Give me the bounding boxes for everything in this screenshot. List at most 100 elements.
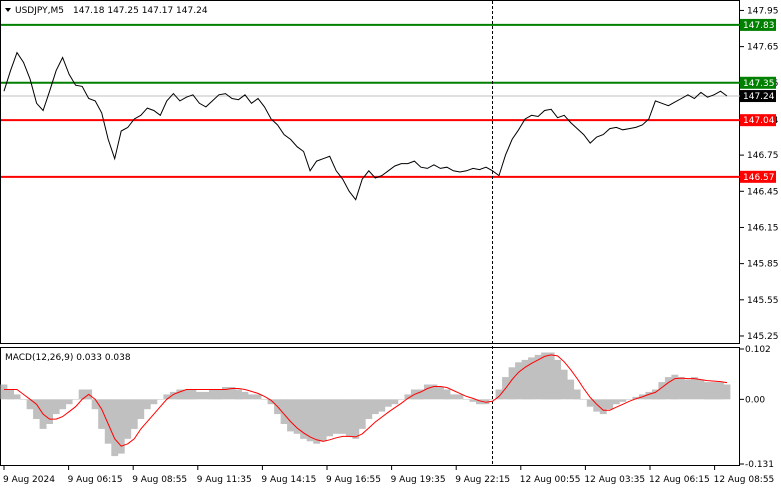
macd-histogram-bar <box>319 399 327 442</box>
macd-histogram-bar <box>65 399 73 405</box>
level-label-box <box>740 114 776 127</box>
macd-histogram-bar <box>580 399 588 400</box>
macd-axis-label: 0.00 <box>745 395 765 405</box>
price-axis-label: 146.45 <box>747 187 779 197</box>
macd-histogram-bar <box>704 382 711 400</box>
level-label: 147.35 <box>743 79 775 89</box>
macd-histogram-bar <box>586 399 594 407</box>
macd-histogram-bar <box>0 384 8 400</box>
current-price-box <box>740 90 776 103</box>
macd-histogram-bar <box>599 399 607 415</box>
macd-histogram-bar <box>632 396 640 400</box>
macd-histogram-bar <box>541 352 549 400</box>
macd-histogram-bar <box>508 367 516 400</box>
macd-histogram-bar <box>547 352 555 400</box>
macd-histogram-bar <box>671 374 679 400</box>
macd-histogram-bar <box>567 379 575 400</box>
macd-histogram-bar <box>528 357 535 400</box>
price-axis-label: 146.15 <box>747 223 779 233</box>
macd-histogram-bar <box>254 394 262 400</box>
macd-histogram-bar <box>91 399 99 410</box>
macd-histogram-bar <box>20 399 27 400</box>
macd-axis-label: 0.102 <box>745 345 771 355</box>
macd-histogram-bar <box>619 399 627 402</box>
time-axis-label: 12 Aug 06:15 <box>649 475 710 485</box>
macd-histogram-bar <box>300 399 308 439</box>
macd-histogram-bar <box>26 399 34 410</box>
macd-histogram-bar <box>384 399 392 407</box>
time-axis-label: 9 Aug 2024 <box>3 475 55 485</box>
macd-histogram-bar <box>684 379 692 400</box>
macd-histogram-bar <box>33 399 40 419</box>
time-axis-label: 9 Aug 14:15 <box>261 475 316 485</box>
macd-axis-label: -0.131 <box>745 460 774 470</box>
price-axis-label: 145.25 <box>747 332 779 342</box>
level-label: 147.83 <box>743 21 775 31</box>
macd-histogram-bar <box>117 399 125 454</box>
macd-title: MACD(12,26,9) 0.033 0.038 <box>5 353 131 363</box>
level-label-box <box>740 76 776 89</box>
macd-histogram-bar <box>98 399 106 429</box>
macd-histogram <box>0 352 731 457</box>
current-price-label: 147.24 <box>743 92 775 102</box>
time-axis: 9 Aug 2024 9 Aug 06:15 9 Aug 08:55 9 Aug 11… <box>3 466 774 485</box>
macd-histogram-bar <box>52 399 60 415</box>
macd-histogram-bar <box>176 389 184 400</box>
macd-histogram-bar <box>606 399 614 410</box>
macd-histogram-bar <box>189 389 197 400</box>
macd-histogram-bar <box>489 399 496 400</box>
macd-histogram-bar <box>417 389 425 400</box>
macd-histogram-bar <box>209 389 216 400</box>
macd-histogram-bar <box>137 399 145 419</box>
price-panel-frame <box>0 0 740 344</box>
macd-histogram-bar <box>476 399 483 405</box>
macd-histogram-bar <box>293 399 301 434</box>
macd-histogram-bar <box>228 387 236 400</box>
macd-histogram-bar <box>13 394 21 400</box>
macd-histogram-bar <box>202 391 210 400</box>
macd-histogram-bar <box>339 399 347 434</box>
macd-histogram-bar <box>456 394 464 400</box>
macd-histogram-bar <box>717 382 724 400</box>
macd-histogram-bar <box>391 399 399 405</box>
macd-histogram-bar <box>691 377 698 400</box>
level-label: 146.57 <box>743 173 775 183</box>
time-axis-label: 12 Aug 03:35 <box>584 475 645 485</box>
time-axis-label: 9 Aug 19:35 <box>391 475 446 485</box>
macd-histogram-bar <box>430 384 438 400</box>
macd-histogram-bar <box>261 399 268 400</box>
macd-histogram-bar <box>469 399 477 402</box>
macd-histogram-bar <box>169 391 177 400</box>
macd-histogram-bar <box>534 354 542 400</box>
macd-histogram-bar <box>436 387 444 400</box>
macd-histogram-bar <box>723 384 731 400</box>
macd-histogram-bar <box>710 382 718 400</box>
macd-histogram-bar <box>306 399 314 442</box>
macd-histogram-bar <box>313 399 321 444</box>
macd-histogram-bar <box>248 394 255 400</box>
level-label-box <box>740 170 776 183</box>
macd-histogram-bar <box>104 399 112 444</box>
macd-histogram-bar <box>267 399 275 405</box>
macd-histogram-bar <box>404 394 412 400</box>
macd-histogram-bar <box>423 384 431 400</box>
macd-histogram-bar <box>182 389 190 400</box>
macd-histogram-bar <box>450 394 457 400</box>
macd-histogram-bar <box>287 399 294 432</box>
macd-histogram-bar <box>365 399 373 419</box>
time-axis-label: 12 Aug 00:55 <box>520 475 581 485</box>
macd-axis: 0.102 0.00 -0.131 <box>740 345 774 470</box>
macd-histogram-bar <box>560 369 568 400</box>
macd-histogram-bar <box>495 389 503 400</box>
macd-histogram-bar <box>215 389 223 400</box>
price-axis-label: 145.55 <box>747 296 779 306</box>
macd-histogram-bar <box>554 359 562 400</box>
macd-histogram-bar <box>645 391 653 400</box>
macd-histogram-bar <box>593 399 601 412</box>
macd-signal-line <box>4 354 728 447</box>
macd-histogram-bar <box>280 399 288 424</box>
symbol-dropdown-triangle-icon[interactable] <box>5 8 11 12</box>
level-label: 147.04 <box>743 116 775 126</box>
macd-histogram-bar <box>235 389 242 400</box>
